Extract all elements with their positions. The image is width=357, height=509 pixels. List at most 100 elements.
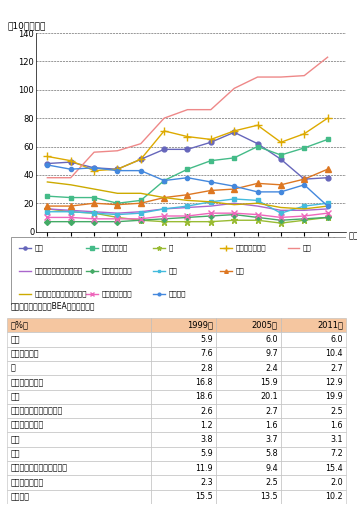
Bar [281, 375, 346, 389]
Bar [216, 461, 281, 475]
Bar [281, 404, 346, 418]
Text: （10億ドル）: （10億ドル） [7, 21, 45, 31]
Text: 2.4: 2.4 [265, 363, 278, 373]
Bar [151, 490, 216, 504]
Bar [216, 418, 281, 433]
Text: 化学: 化学 [11, 392, 20, 401]
Bar [7, 332, 151, 347]
Text: 5.8: 5.8 [265, 449, 278, 459]
Text: 機械: 機械 [236, 268, 244, 274]
Bar [281, 447, 346, 461]
Text: 2.7: 2.7 [265, 407, 278, 415]
Text: 2.0: 2.0 [330, 478, 343, 487]
Bar [7, 361, 151, 375]
Text: 紙: 紙 [11, 363, 15, 373]
Text: 1.2: 1.2 [200, 421, 213, 430]
Bar [151, 418, 216, 433]
Text: 18.6: 18.6 [195, 392, 213, 401]
Text: 5.9: 5.9 [200, 335, 213, 344]
Text: 15.4: 15.4 [325, 464, 343, 473]
Text: 6.0: 6.0 [265, 335, 278, 344]
Bar [216, 490, 281, 504]
Bar [216, 475, 281, 490]
Bar [151, 361, 216, 375]
Text: 2.3: 2.3 [200, 478, 213, 487]
Bar [7, 375, 151, 389]
Bar [151, 461, 216, 475]
Text: 3.1: 3.1 [331, 435, 343, 444]
Text: 2.5: 2.5 [330, 407, 343, 415]
Text: プラスチック・ゴム製品: プラスチック・ゴム製品 [34, 268, 82, 274]
Text: 電気機器・家電: 電気機器・家電 [101, 291, 132, 297]
Text: 10.2: 10.2 [325, 492, 343, 501]
Text: 10.4: 10.4 [326, 349, 343, 358]
Bar [7, 433, 151, 447]
Text: 非金属鉱物製品: 非金属鉱物製品 [101, 268, 132, 274]
Text: 飲料・たばこ: 飲料・たばこ [101, 245, 127, 251]
Text: （%）: （%） [11, 321, 29, 330]
Bar [151, 475, 216, 490]
Text: 食品: 食品 [34, 245, 43, 251]
Bar [7, 347, 151, 361]
Text: 2.6: 2.6 [200, 407, 213, 415]
Bar [151, 447, 216, 461]
Text: 金属: 金属 [169, 268, 177, 274]
Text: 9.7: 9.7 [265, 349, 278, 358]
Text: 電気機器・家電: 電気機器・家電 [11, 478, 44, 487]
Bar [151, 389, 216, 404]
Text: 3.8: 3.8 [200, 435, 213, 444]
Text: 2.5: 2.5 [265, 478, 278, 487]
Text: 9.4: 9.4 [265, 464, 278, 473]
Text: 5.9: 5.9 [200, 449, 213, 459]
Bar [7, 475, 151, 490]
Text: 1.6: 1.6 [331, 421, 343, 430]
Text: 3.7: 3.7 [265, 435, 278, 444]
Bar [216, 375, 281, 389]
Bar [281, 490, 346, 504]
Text: 19.9: 19.9 [325, 392, 343, 401]
Bar [281, 361, 346, 375]
Bar [281, 418, 346, 433]
Bar [151, 375, 216, 389]
Text: 食品: 食品 [11, 335, 20, 344]
Bar [7, 404, 151, 418]
Bar [281, 318, 346, 332]
Text: （年）: （年） [349, 232, 357, 241]
Bar [216, 361, 281, 375]
Bar [151, 404, 216, 418]
Text: 飲料・たばこ: 飲料・たばこ [11, 349, 39, 358]
Text: 16.8: 16.8 [195, 378, 213, 387]
Bar [216, 332, 281, 347]
Bar [216, 447, 281, 461]
Text: 2011年: 2011年 [317, 321, 343, 330]
Text: 機械: 機械 [11, 449, 20, 459]
Text: 15.5: 15.5 [195, 492, 213, 501]
Text: 7.2: 7.2 [330, 449, 343, 459]
Text: 20.1: 20.1 [260, 392, 278, 401]
Text: 2.7: 2.7 [330, 363, 343, 373]
Text: コンピューター・電子製品: コンピューター・電子製品 [34, 291, 87, 297]
Bar [216, 389, 281, 404]
Text: 資料：米国商務省（BEA）から作成。: 資料：米国商務省（BEA）から作成。 [11, 301, 95, 310]
Text: 7.6: 7.6 [200, 349, 213, 358]
Bar [151, 332, 216, 347]
Text: 13.5: 13.5 [260, 492, 278, 501]
Text: 11.9: 11.9 [195, 464, 213, 473]
Bar [7, 418, 151, 433]
Text: 1.6: 1.6 [265, 421, 278, 430]
Bar [151, 433, 216, 447]
Bar [281, 475, 346, 490]
Text: 2005年: 2005年 [252, 321, 278, 330]
Text: 紙: 紙 [169, 245, 173, 251]
Text: 15.9: 15.9 [260, 378, 278, 387]
Bar [7, 318, 151, 332]
Bar [281, 332, 346, 347]
Bar [281, 461, 346, 475]
Text: 12.9: 12.9 [325, 378, 343, 387]
Bar [7, 490, 151, 504]
Text: 輸送機器: 輸送機器 [11, 492, 30, 501]
Bar [216, 318, 281, 332]
Bar [151, 318, 216, 332]
Text: 石油・石炭製品: 石油・石炭製品 [11, 378, 44, 387]
Bar [281, 389, 346, 404]
